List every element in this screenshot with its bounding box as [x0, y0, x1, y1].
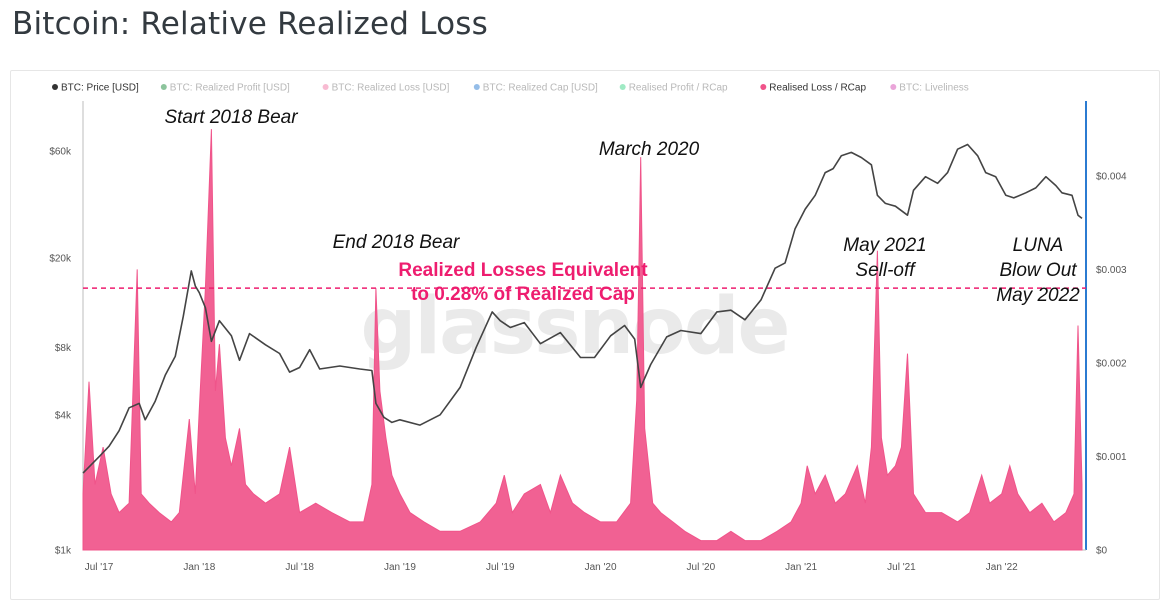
threshold-label-line2: to 0.28% of Realized Cap — [411, 284, 635, 305]
legend-dot — [160, 84, 167, 90]
annotation-4-line-2: Sell-off — [855, 260, 916, 281]
threshold-label-line1: Realized Losses Equivalent — [398, 260, 648, 281]
x-tick-label: Jul '19 — [486, 562, 515, 573]
x-tick-label: Jan '18 — [183, 562, 215, 573]
legend-dot — [619, 84, 626, 90]
legend-dot — [322, 84, 329, 90]
legend-label: BTC: Realized Cap [USD] — [483, 83, 598, 94]
annotation-5-line-1: LUNA — [1013, 235, 1064, 256]
y-left-tick-label: $4k — [55, 410, 72, 421]
legend-item-7[interactable]: BTC: Liveliness — [890, 83, 969, 94]
annotation-5-line-3: May 2022 — [996, 285, 1080, 306]
chart-svg[interactable]: glassnode BTC: Price [USD] BTC: Realized P… — [11, 71, 1159, 599]
legend-label: Realised Profit / RCap — [629, 83, 728, 94]
y-left-tick-label: $8k — [55, 343, 72, 354]
annotation-5-line-2: Blow Out — [999, 260, 1077, 281]
legend-label: BTC: Liveliness — [899, 83, 968, 94]
legend-item-6[interactable]: Realised Loss / RCap — [760, 83, 866, 94]
y-left-tick-label: $1k — [55, 546, 72, 557]
annotation-1-line-1: Start 2018 Bear — [164, 107, 298, 128]
legend-label: Realised Loss / RCap — [769, 83, 866, 94]
annotation-3-line-1: March 2020 — [599, 139, 700, 160]
legend-dot — [760, 84, 767, 90]
price-line[interactable] — [82, 143, 1083, 474]
x-tick-label: Jul '17 — [85, 562, 114, 573]
legend-dot — [473, 84, 480, 90]
chart-card: glassnode BTC: Price [USD] BTC: Realized P… — [10, 70, 1160, 600]
annotation-2-line-1: End 2018 Bear — [333, 232, 460, 253]
y-left-tick-label: $60k — [49, 146, 72, 157]
y-right-tick-label: $0.004 — [1096, 171, 1127, 182]
annotation-4-line-1: May 2021 — [843, 235, 926, 256]
legend-item-1[interactable]: BTC: Price [USD] — [52, 83, 139, 94]
y-right-tick-label: $0.002 — [1096, 358, 1127, 369]
y-right-tick-label: $0 — [1096, 546, 1108, 557]
x-tick-label: Jan '22 — [986, 562, 1018, 573]
y-left-tick-label: $20k — [49, 253, 72, 264]
legend-label: BTC: Price [USD] — [61, 83, 139, 94]
page-title: Bitcoin: Relative Realized Loss — [12, 6, 488, 42]
legend-item-5[interactable]: Realised Profit / RCap — [619, 83, 728, 94]
legend-item-4[interactable]: BTC: Realized Cap [USD] — [473, 83, 598, 94]
x-tick-label: Jan '19 — [384, 562, 416, 573]
x-tick-label: Jan '21 — [785, 562, 817, 573]
watermark: glassnode — [361, 282, 789, 372]
x-tick-label: Jul '20 — [687, 562, 716, 573]
legend-label: BTC: Realized Loss [USD] — [332, 83, 450, 94]
legend-dot — [52, 84, 58, 90]
x-tick-label: Jul '21 — [887, 562, 916, 573]
legend-dot — [890, 84, 897, 90]
y-right-tick-label: $0.003 — [1096, 265, 1127, 276]
legend-item-3[interactable]: BTC: Realized Loss [USD] — [322, 83, 450, 94]
realized-loss-area[interactable] — [82, 129, 1083, 551]
x-tick-label: Jan '20 — [585, 562, 617, 573]
x-tick-label: Jul '18 — [285, 562, 314, 573]
legend-label: BTC: Realized Profit [USD] — [170, 83, 290, 94]
y-right-tick-label: $0.001 — [1096, 452, 1127, 463]
legend-item-2[interactable]: BTC: Realized Profit [USD] — [160, 83, 290, 94]
